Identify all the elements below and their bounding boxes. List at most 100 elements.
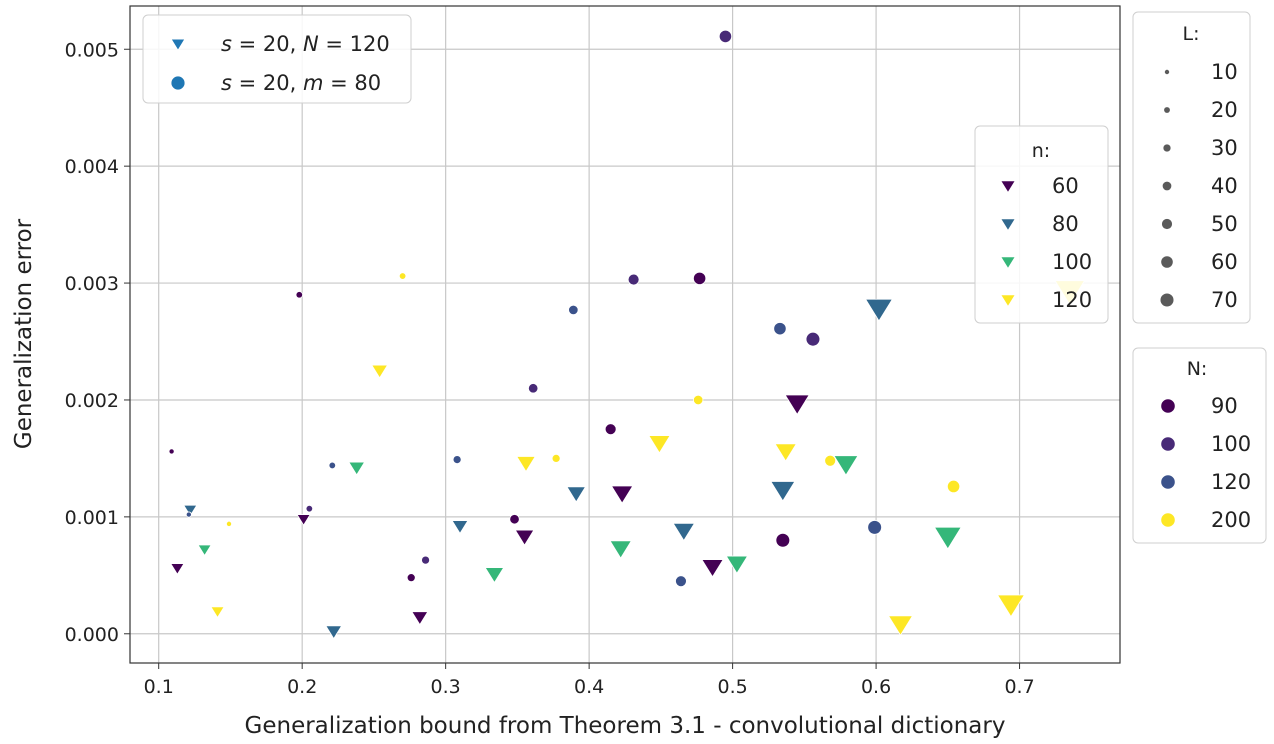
triangle-point xyxy=(672,522,696,542)
x-axis-title: Generalization bound from Theorem 3.1 - … xyxy=(245,713,1006,739)
triangle-point xyxy=(197,544,212,557)
N-legend-circle-icon xyxy=(1160,474,1176,490)
triangle-point xyxy=(325,625,343,640)
triangle-point xyxy=(648,435,671,454)
triangle-point xyxy=(451,520,469,535)
circle-point xyxy=(421,555,431,565)
N-legend-label: 100 xyxy=(1211,432,1251,456)
triangle-point xyxy=(701,559,724,578)
triangle-point xyxy=(516,456,536,473)
circle-point xyxy=(568,304,579,316)
L-legend-label: 70 xyxy=(1211,288,1238,312)
n-legend-triangle-icon xyxy=(1000,218,1016,232)
legend-circle-icon xyxy=(170,75,186,91)
circle-point xyxy=(627,273,640,286)
triangle-point xyxy=(348,461,366,476)
y-tick-label: 0.005 xyxy=(65,39,119,61)
circle-point xyxy=(551,453,561,463)
n-legend-label: 100 xyxy=(1052,250,1092,274)
x-tick-label: 0.6 xyxy=(861,676,891,698)
y-tick-label: 0.000 xyxy=(65,624,119,646)
circle-point xyxy=(824,454,837,467)
L-legend-box xyxy=(1132,11,1251,324)
circle-point xyxy=(295,291,304,299)
plot-frame xyxy=(129,5,1121,664)
triangle-point xyxy=(784,394,810,416)
circle-point xyxy=(946,479,961,494)
circle-point xyxy=(328,461,337,470)
triangle-point xyxy=(371,364,389,379)
triangle-point xyxy=(296,514,311,526)
circle-point xyxy=(773,322,787,336)
circle-point xyxy=(867,520,882,535)
circle-point xyxy=(775,532,791,548)
grid-lines xyxy=(130,6,1120,663)
L-legend-label: 30 xyxy=(1211,136,1238,160)
circle-point xyxy=(305,504,314,513)
L-legend-label: 40 xyxy=(1211,174,1238,198)
x-tick-label: 0.7 xyxy=(1004,676,1034,698)
triangle-point xyxy=(996,594,1026,618)
circle-point xyxy=(805,331,821,347)
N-legend-label: 120 xyxy=(1211,470,1251,494)
N-legend-title: N: xyxy=(1187,358,1208,380)
n-legend-triangle-icon xyxy=(1000,294,1016,308)
N-legend-label: 90 xyxy=(1211,394,1238,418)
triangle-point xyxy=(933,526,962,550)
circle-point xyxy=(225,520,232,527)
circle-point xyxy=(693,271,707,285)
triangle-point xyxy=(170,563,185,575)
y-axis-title: Generalization error xyxy=(11,218,37,449)
n-legend: n: 60 80 100 120 xyxy=(974,125,1109,324)
legend-triangle-icon xyxy=(170,38,186,51)
N-legend-circle-icon xyxy=(1160,512,1176,528)
triangle-point xyxy=(609,540,633,559)
triangle-point xyxy=(210,606,225,619)
circle-point xyxy=(509,514,520,525)
circle-point xyxy=(718,29,733,43)
marker-legend-label: s = 20, m = 80 xyxy=(221,71,381,95)
N-legend-circle-icon xyxy=(1160,398,1176,414)
n-legend-title: n: xyxy=(1032,140,1050,162)
L-legend-size-icon xyxy=(1163,106,1171,114)
n-legend-triangle-icon xyxy=(1000,180,1016,194)
marker-legend-label: s = 20, N = 120 xyxy=(221,32,390,56)
x-tick-label: 0.2 xyxy=(287,676,317,698)
x-tick-label: 0.5 xyxy=(717,676,747,698)
triangle-point xyxy=(770,481,796,502)
L-legend-size-icon xyxy=(1160,255,1174,269)
L-legend-title: L: xyxy=(1183,23,1200,45)
y-tick-label: 0.003 xyxy=(65,273,119,295)
L-legend-label: 60 xyxy=(1211,250,1238,274)
triangle-point xyxy=(484,567,505,584)
circle-point xyxy=(693,394,704,406)
triangle-point xyxy=(566,486,587,503)
x-tick-label: 0.3 xyxy=(431,676,461,698)
L-legend-label: 50 xyxy=(1211,212,1238,236)
triangle-point xyxy=(411,611,429,626)
circle-point xyxy=(185,511,192,518)
triangle-point xyxy=(774,443,798,462)
circle-point xyxy=(528,383,539,394)
x-tick-label: 0.4 xyxy=(574,676,604,698)
axis-ticks: 0.1 0.2 0.3 0.4 0.5 0.6 0.7 0.000 0.001 0.002 0.00… xyxy=(65,39,1035,698)
circle-point xyxy=(406,573,416,583)
circle-point xyxy=(452,455,462,465)
triangle-point xyxy=(833,455,859,476)
triangle-point xyxy=(610,485,634,504)
n-legend-label: 120 xyxy=(1052,288,1092,312)
triangle-point xyxy=(514,529,535,546)
triangle-point xyxy=(887,615,914,637)
n-legend-box xyxy=(974,125,1109,324)
N-legend-circle-icon xyxy=(1160,436,1176,452)
L-legend-size-icon xyxy=(1162,143,1172,153)
marker-legend: s = 20, N = 120 s = 20, m = 80 xyxy=(142,14,412,104)
triangle-point xyxy=(183,504,198,517)
marker-legend-box xyxy=(142,14,412,104)
y-tick-label: 0.004 xyxy=(65,156,119,178)
n-legend-label: 60 xyxy=(1052,174,1079,198)
circle-point xyxy=(604,423,617,436)
L-legend-size-icon xyxy=(1161,218,1173,230)
circle-point xyxy=(168,448,175,455)
N-legend: N: 90 100 120 200 xyxy=(1132,347,1267,544)
